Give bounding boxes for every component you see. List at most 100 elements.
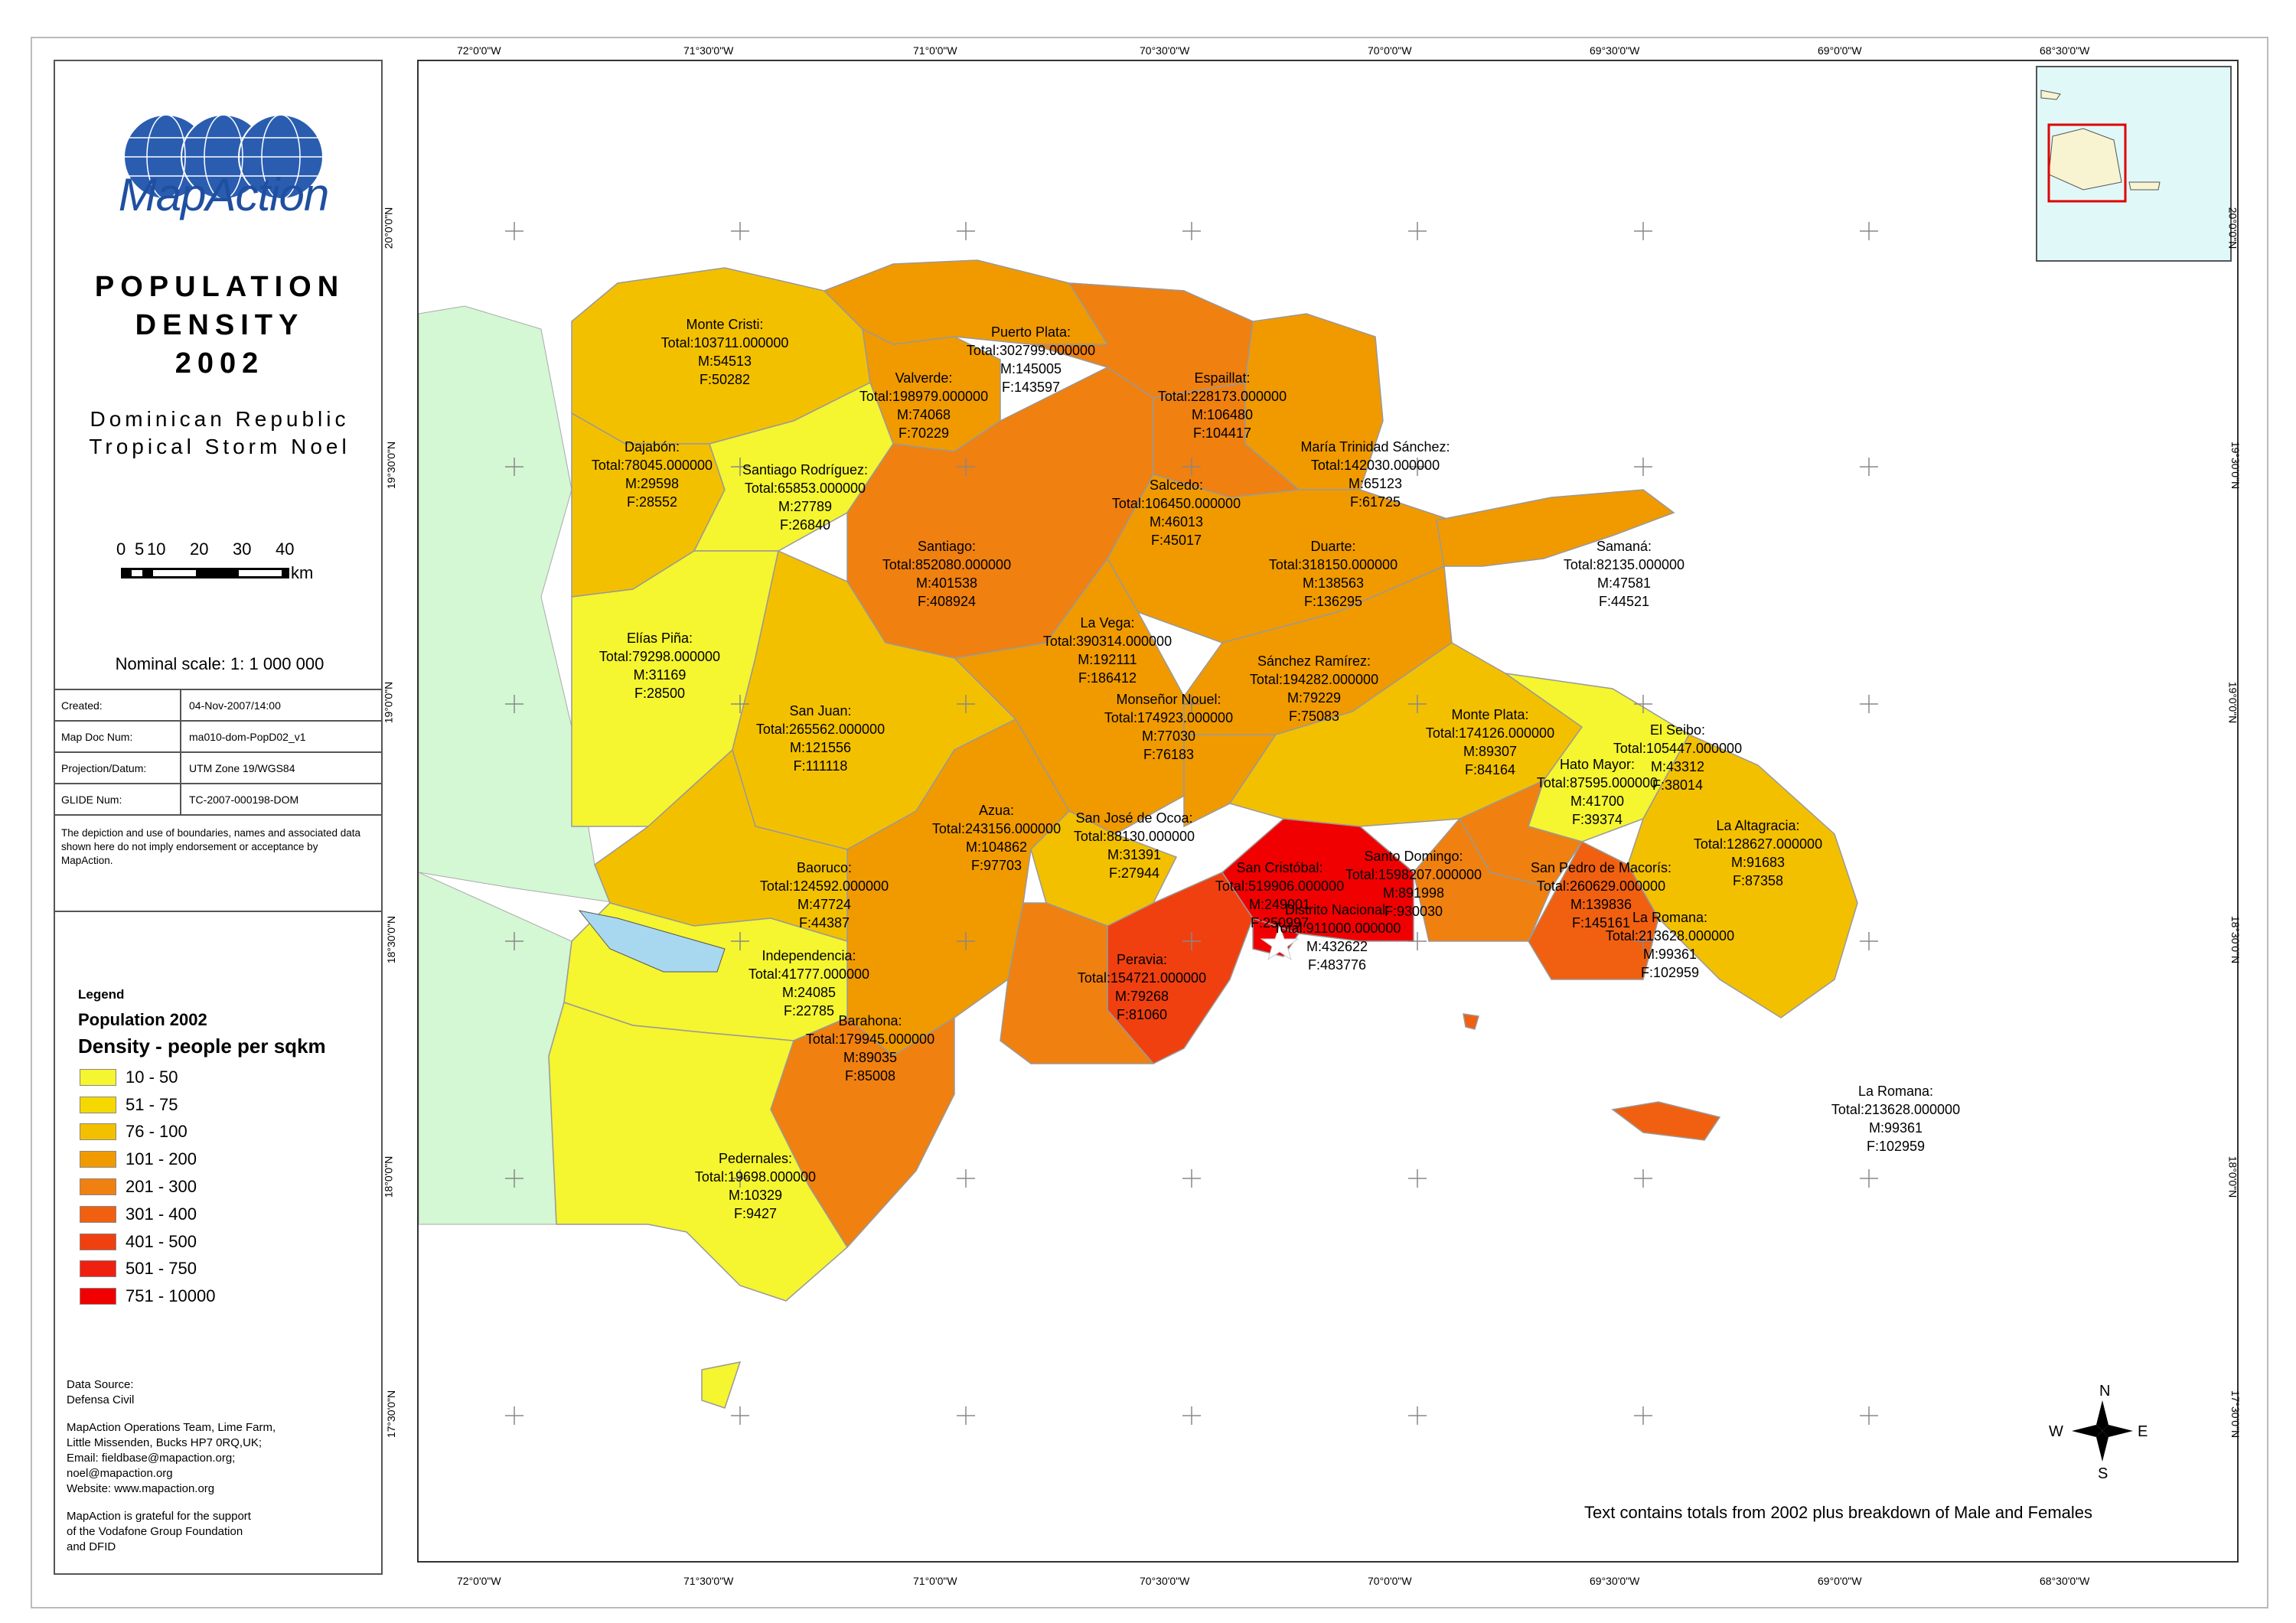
- province-label-m: M:89035: [843, 1050, 897, 1065]
- province-label-f: F:76183: [1143, 747, 1194, 762]
- province-label-name: Monseñor Nouel:: [1116, 692, 1221, 707]
- legend-item: 751 - 10000: [80, 1282, 215, 1310]
- province-label-f: F:27944: [1109, 865, 1159, 881]
- province-label-m: M:106480: [1192, 407, 1253, 422]
- province-label-m: M:24085: [782, 985, 836, 1000]
- province-label-f: F:9427: [734, 1206, 777, 1221]
- legend-swatch: [80, 1205, 116, 1223]
- province-label-f: F:408924: [918, 594, 976, 609]
- meta-value: UTM Zone 19/WGS84: [189, 761, 295, 774]
- province-label-name: La Vega:: [1080, 615, 1134, 631]
- page-frame: [31, 37, 2268, 1608]
- province-label-m: M:41700: [1570, 794, 1624, 809]
- scale-label: 20: [190, 539, 208, 559]
- title-line: DENSITY: [135, 309, 305, 341]
- meta-value: TC-2007-000198-DOM: [189, 793, 299, 806]
- province-label-total: Total:128627.000000: [1694, 836, 1822, 852]
- province-label-m: M:401538: [916, 575, 977, 591]
- legend-swatch: [80, 1151, 116, 1168]
- source-line: MapAction Operations Team, Lime Farm,: [67, 1421, 276, 1434]
- province-label-total: Total:79298.000000: [599, 649, 720, 664]
- legend-item: 501 - 750: [80, 1256, 215, 1283]
- province-labels: Monte Cristi: Total:103711.000000 M:54513 F…: [592, 317, 1960, 1221]
- province-label-m: M:104862: [966, 839, 1027, 855]
- province-label-name: San José de Ocoa:: [1075, 810, 1192, 826]
- province-label-name: Santiago:: [918, 539, 976, 554]
- latitude-label: 19°30'0"N: [2229, 441, 2242, 490]
- longitude-label: 71°30'0"W: [683, 44, 734, 57]
- province-label-f: F:22785: [784, 1003, 834, 1018]
- province-label-total: Total:142030.000000: [1311, 458, 1440, 473]
- lake-enriquillo: [578, 910, 726, 973]
- legend-swatch: [80, 1178, 116, 1196]
- province-label-f: F:45017: [1151, 533, 1202, 548]
- sidebar-panel: MapAction POPULATION DENSITY 2002 Domini…: [54, 60, 383, 1575]
- longitude-label: 71°0'0"W: [913, 1575, 957, 1587]
- longitude-label: 69°0'0"W: [1818, 44, 1862, 57]
- source-line: of the Vodafone Group Foundation: [67, 1525, 243, 1538]
- province-label-m: M:54513: [698, 354, 752, 369]
- province-label-f: F:84164: [1465, 762, 1515, 777]
- province-label-name: Samaná:: [1596, 539, 1652, 554]
- province-label-total: Total:318150.000000: [1269, 557, 1397, 572]
- legend-swatch: [80, 1233, 116, 1250]
- province-label-m: M:74068: [897, 407, 951, 422]
- province-label-name: La Romana:: [1858, 1084, 1933, 1099]
- longitude-label: 72°0'0"W: [457, 44, 501, 57]
- province-label-f: F:50282: [700, 372, 750, 387]
- province-label-f: F:39374: [1572, 812, 1623, 827]
- province-label-total: Total:78045.000000: [592, 458, 713, 473]
- legend-swatch: [80, 1260, 116, 1278]
- province-label-m: M:89307: [1463, 744, 1517, 759]
- capital-star-icon: [1260, 924, 1300, 961]
- graticule-crosses: [505, 222, 1878, 1425]
- province-label-name: Salcedo:: [1150, 477, 1203, 493]
- legend-label: 76 - 100: [126, 1122, 188, 1142]
- province-label-total: Total:88130.000000: [1074, 829, 1195, 844]
- data-source: Data Source: Defensa Civil MapAction Oper…: [67, 1377, 373, 1555]
- island-saona: [1611, 1101, 1721, 1141]
- latitude-label: 20°0'0"N: [2226, 207, 2239, 249]
- province-label-m: M:138563: [1303, 575, 1364, 591]
- province-label-f: F:250997: [1251, 915, 1309, 930]
- province-label-f: F:85008: [845, 1068, 895, 1084]
- province-label-m: M:27789: [778, 499, 832, 514]
- legend-subtitle-2: Density - people per sqkm: [78, 1035, 326, 1058]
- latitude-label: 18°0'0"N: [2226, 1155, 2239, 1198]
- legend-label: 301 - 400: [126, 1204, 197, 1224]
- province-label-total: Total:213628.000000: [1606, 928, 1734, 943]
- province-label-total: Total:1598207.000000: [1345, 867, 1482, 882]
- meta-key: Created:: [55, 690, 181, 720]
- province-label-total: Total:41777.000000: [748, 966, 869, 982]
- longitude-label: 71°30'0"W: [683, 1575, 734, 1587]
- province-pedernales: [548, 1002, 848, 1302]
- province-label-name: Sánchez Ramírez:: [1257, 653, 1371, 669]
- province-label-name: La Romana:: [1632, 910, 1707, 925]
- province-label-name: Barahona:: [838, 1013, 902, 1028]
- province-label-f: F:38014: [1652, 777, 1703, 793]
- province-label-total: Total:302799.000000: [967, 343, 1095, 358]
- meta-row: Map Doc Num: ma010-dom-PopD02_v1: [55, 722, 381, 753]
- province-label-name: Santo Domingo:: [1364, 849, 1463, 864]
- province-label-m: M:43312: [1651, 759, 1704, 774]
- province-label-f: F:70229: [899, 425, 949, 441]
- province-label-m: M:65123: [1349, 476, 1402, 491]
- province-label-name: Baoruco:: [797, 860, 852, 875]
- province-label-total: Total:124592.000000: [760, 878, 889, 894]
- legend-item: 10 - 50: [80, 1064, 215, 1091]
- province-la-romana: [1528, 841, 1659, 980]
- province-label-m: M:47581: [1597, 575, 1651, 591]
- province-label-f: F:61725: [1350, 494, 1401, 510]
- province-label-name: Santiago Rodríguez:: [742, 462, 868, 477]
- legend-label: 51 - 75: [126, 1094, 178, 1114]
- province-label-m: M:46013: [1150, 514, 1203, 530]
- meta-value: ma010-dom-PopD02_v1: [189, 730, 306, 743]
- longitude-label: 70°30'0"W: [1140, 44, 1190, 57]
- province-label-total: Total:243156.000000: [932, 821, 1061, 836]
- province-label-f: F:483776: [1308, 957, 1366, 973]
- longitude-label: 69°0'0"W: [1818, 1575, 1862, 1587]
- province-label-f: F:75083: [1289, 709, 1339, 724]
- province-label-name: Hato Mayor:: [1560, 757, 1635, 772]
- legend-item: 401 - 500: [80, 1228, 215, 1256]
- province-label-total: Total:87595.000000: [1537, 775, 1658, 790]
